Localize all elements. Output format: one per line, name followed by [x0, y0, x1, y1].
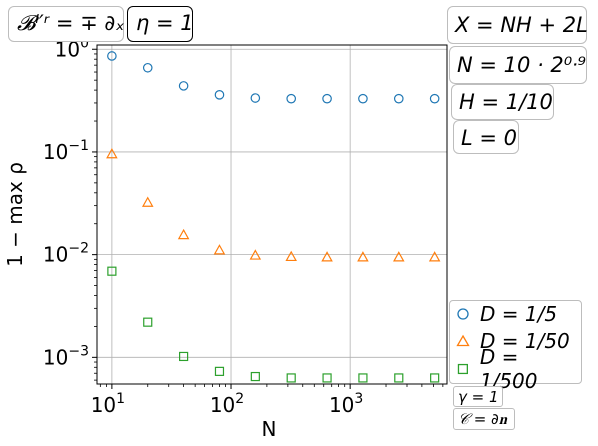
x-definition-label: X = NH + 2L — [447, 6, 588, 44]
data-point-triangle — [177, 228, 190, 240]
legend-item-d-1-5: D = 1/5 — [456, 301, 557, 327]
y-tick-label: 10−3 — [43, 343, 89, 369]
h-label: H = 1/10 — [451, 84, 554, 120]
n-range-label: N = 10 · 2⁰ᐧ⁹ — [449, 46, 587, 84]
data-point-square — [143, 317, 153, 327]
eta-label: η = 1 — [127, 6, 194, 42]
data-point-triangle — [213, 244, 226, 255]
data-point-square — [358, 373, 368, 383]
data-point-triangle — [249, 249, 262, 260]
gamma-label: γ = 1 — [453, 386, 503, 407]
data-point-circle — [322, 93, 332, 104]
data-point-square — [179, 351, 189, 362]
x-tick-label: 102 — [210, 391, 244, 417]
data-point-square — [322, 373, 332, 383]
data-point-circle — [429, 93, 440, 104]
data-point-square — [430, 373, 440, 383]
data-point-square — [107, 266, 117, 276]
y-tick-label: 10−2 — [43, 241, 89, 267]
data-point-circle — [393, 93, 404, 104]
data-point-triangle — [357, 251, 369, 262]
data-point-square — [250, 371, 260, 382]
x-tick-label: 103 — [329, 391, 363, 417]
data-point-triangle — [106, 148, 118, 159]
data-point-circle — [358, 93, 368, 104]
data-point-triangle — [285, 250, 297, 262]
data-point-triangle — [393, 251, 405, 262]
data-point-triangle — [321, 251, 333, 262]
data-point-circle — [286, 93, 297, 104]
x-tick-label: 101 — [91, 391, 125, 417]
plot-frame — [96, 44, 448, 385]
data-point-circle — [214, 90, 225, 100]
data-point-square — [286, 373, 296, 383]
legend-item-d-1-500: D = 1/500 — [456, 345, 581, 393]
data-point-triangle — [428, 251, 441, 262]
y-tick-label: 10−1 — [43, 138, 89, 164]
plot-area — [97, 45, 447, 384]
data-point-circle — [178, 81, 189, 91]
l-label: L = 0 — [453, 120, 519, 154]
boundary-condition-label: 𝓑ˡ′ʳ = ∓ ∂ₓ — [8, 6, 125, 42]
legend-label: D = 1/5 — [480, 302, 558, 326]
data-point-square — [394, 373, 404, 383]
x-axis-label: N — [262, 417, 277, 441]
data-point-circle — [250, 93, 261, 103]
data-point-circle — [142, 62, 153, 73]
square-marker-icon — [457, 363, 468, 375]
y-axis-label: 1 − max ρ — [3, 162, 27, 267]
legend: D = 1/5 D = 1/50 D = 1/500 — [449, 300, 582, 393]
triangle-marker-icon — [456, 334, 470, 347]
c-label: 𝒞 = ∂𝐧 — [453, 408, 515, 430]
circle-marker-icon — [457, 308, 469, 320]
data-point-circle — [107, 51, 117, 61]
data-point-square — [214, 366, 225, 376]
data-point-triangle — [141, 196, 154, 207]
legend-item-d-1-50: D = 1/50 — [456, 328, 570, 354]
legend-label: D = 1/50 — [480, 329, 570, 353]
